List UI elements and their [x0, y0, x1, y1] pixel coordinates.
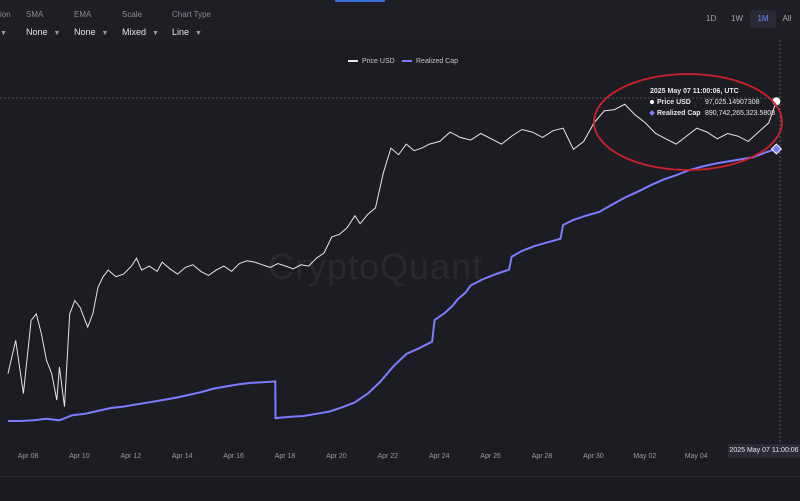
series-line-realized-cap [8, 148, 777, 422]
range-button-1m[interactable]: 1M [750, 10, 776, 28]
realized-cap-diamond-icon [649, 110, 655, 116]
x-tick-label-apr-22: Apr 22 [377, 453, 398, 460]
legend-label-realized-cap: Realized Cap [416, 58, 459, 65]
sma-label: SMA [26, 10, 44, 19]
range-navigator[interactable] [0, 476, 800, 501]
chart-area[interactable]: Apr 08 Apr 10 Apr 12 Apr 14 Apr 16 Apr 18 Apr … [0, 0, 800, 476]
scale-value: Mixed [122, 27, 147, 37]
top-accent-bar [335, 0, 385, 2]
x-tick-label-apr-28: Apr 28 [532, 453, 553, 460]
x-tick-label-apr-16: Apr 16 [223, 453, 244, 460]
red-hand-drawn-circle-annotation [593, 73, 783, 171]
tooltip-price-value: 97,025.14907308 [705, 99, 760, 106]
x-tick-label-apr-18: Apr 18 [275, 453, 296, 460]
hover-tooltip: 2025 May 07 11:00:06, UTC Price USD 97,02… [649, 86, 780, 120]
chart-type-value: Line [172, 27, 190, 37]
x-tick-label-may-04: May 04 [685, 453, 708, 460]
resolution-dropdown[interactable]: ion ▼ [0, 10, 11, 40]
chart-legend: Price USD Realized Cap [0, 58, 800, 70]
sma-dropdown[interactable]: SMA None ▼ [26, 10, 60, 40]
legend-label-price: Price USD [362, 58, 395, 65]
range-button-1w[interactable]: 1W [731, 14, 743, 23]
realized-cap-hover-marker [770, 143, 783, 155]
tooltip-timestamp: 2025 May 07 11:00:06, UTC [650, 88, 739, 95]
tooltip-row-realized-cap: Realized Cap 890,742,265,323.5808 [649, 108, 780, 119]
legend-swatch-realized-cap [402, 60, 412, 63]
resolution-label: ion [0, 10, 11, 19]
legend-item-price-usd[interactable]: Price USD [348, 58, 395, 65]
series-line-price-usd [7, 101, 777, 407]
x-tick-label-may-02: May 02 [633, 453, 656, 460]
tooltip-price-label: Price USD [657, 99, 691, 106]
chart-type-label: Chart Type [172, 10, 211, 19]
scale-label: Scale [122, 10, 143, 19]
tooltip-cap-value: 890,742,265,323.5808 [705, 110, 776, 117]
x-tick-label-apr-30: Apr 30 [583, 453, 604, 460]
x-tick-label-apr-08: Apr 08 [18, 453, 39, 460]
ema-value: None [74, 27, 96, 37]
x-tick-label-apr-24: Apr 24 [429, 453, 450, 460]
chevron-down-icon: ▼ [53, 30, 61, 37]
scale-dropdown[interactable]: Scale Mixed ▼ [122, 10, 159, 40]
chart-toolbar: ion ▼ SMA None ▼ EMA None ▼ Scale Mixed ▼ C… [0, 0, 800, 40]
chevron-down-icon: ▼ [152, 30, 159, 37]
tooltip-row-price: Price USD 97,025.14907308 [650, 97, 780, 108]
chart-type-dropdown[interactable]: Chart Type Line ▼ [172, 10, 211, 40]
crosshair-date-label: 2025 May 07 11:00:06 [728, 444, 800, 458]
range-button-all[interactable]: All [782, 14, 792, 23]
legend-swatch-price [348, 60, 358, 63]
ema-dropdown[interactable]: EMA None ▼ [74, 10, 108, 40]
tooltip-cap-label: Realized Cap [657, 110, 701, 117]
legend-item-realized-cap[interactable]: Realized Cap [402, 58, 458, 65]
ema-label: EMA [74, 10, 92, 19]
x-tick-label-apr-12: Apr 12 [120, 453, 141, 460]
chevron-down-icon: ▼ [0, 30, 7, 37]
x-tick-label-apr-20: Apr 20 [326, 453, 347, 460]
range-button-1d[interactable]: 1D [705, 14, 717, 23]
x-tick-label-apr-14: Apr 14 [172, 453, 193, 460]
x-axis-ticks: Apr 08 Apr 10 Apr 12 Apr 14 Apr 16 Apr 18 Apr … [18, 453, 708, 460]
chevron-down-icon: ▼ [195, 30, 202, 37]
chevron-down-icon: ▼ [101, 30, 109, 37]
price-dot-icon [650, 100, 654, 105]
watermark-logo: CryptoQuant [268, 246, 484, 287]
x-tick-label-apr-10: Apr 10 [69, 453, 90, 460]
x-tick-label-apr-26: Apr 26 [480, 453, 501, 460]
sma-value: None [26, 27, 48, 37]
